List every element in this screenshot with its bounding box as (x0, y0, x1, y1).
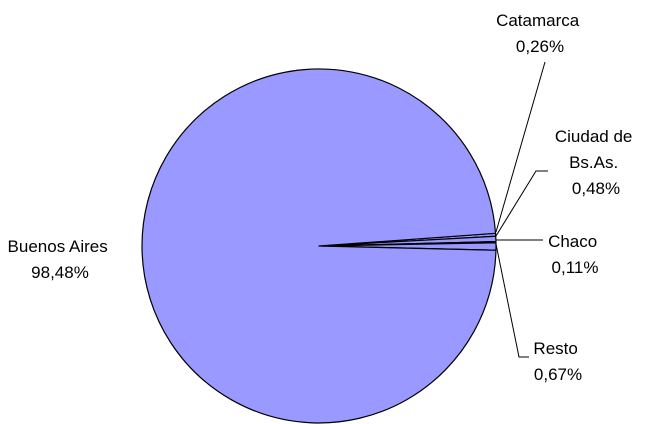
label-resto-value: 0,67% (534, 365, 582, 384)
label-buenos-aires: Buenos Aires 98,48% (8, 237, 113, 282)
label-ciudad-value: 0,48% (572, 179, 620, 198)
label-buenos-aires-name: Buenos Aires (8, 237, 108, 256)
slice-buenos-aires (141, 68, 497, 424)
label-ciudad: Ciudad de Bs.As. 0,48% (555, 127, 637, 198)
label-ciudad-name-1: Ciudad de (555, 127, 633, 146)
label-resto: Resto 0,67% (533, 339, 582, 384)
label-chaco-value: 0,11% (552, 258, 599, 277)
label-catamarca-value: 0,26% (516, 37, 564, 56)
label-buenos-aires-value: 98,48% (31, 263, 89, 282)
label-chaco-name: Chaco (548, 232, 597, 251)
leader-line-resto (495, 243, 529, 358)
pie-slices (141, 68, 497, 424)
leader-line-ciudad (495, 170, 548, 237)
leader-line-catamarca (495, 61, 546, 233)
label-catamarca-name: Catamarca (496, 11, 580, 30)
label-resto-name: Resto (533, 339, 577, 358)
label-catamarca: Catamarca 0,26% (496, 11, 584, 56)
label-ciudad-name-2: Bs.As. (569, 153, 618, 172)
label-chaco: Chaco 0,11% (548, 232, 602, 277)
